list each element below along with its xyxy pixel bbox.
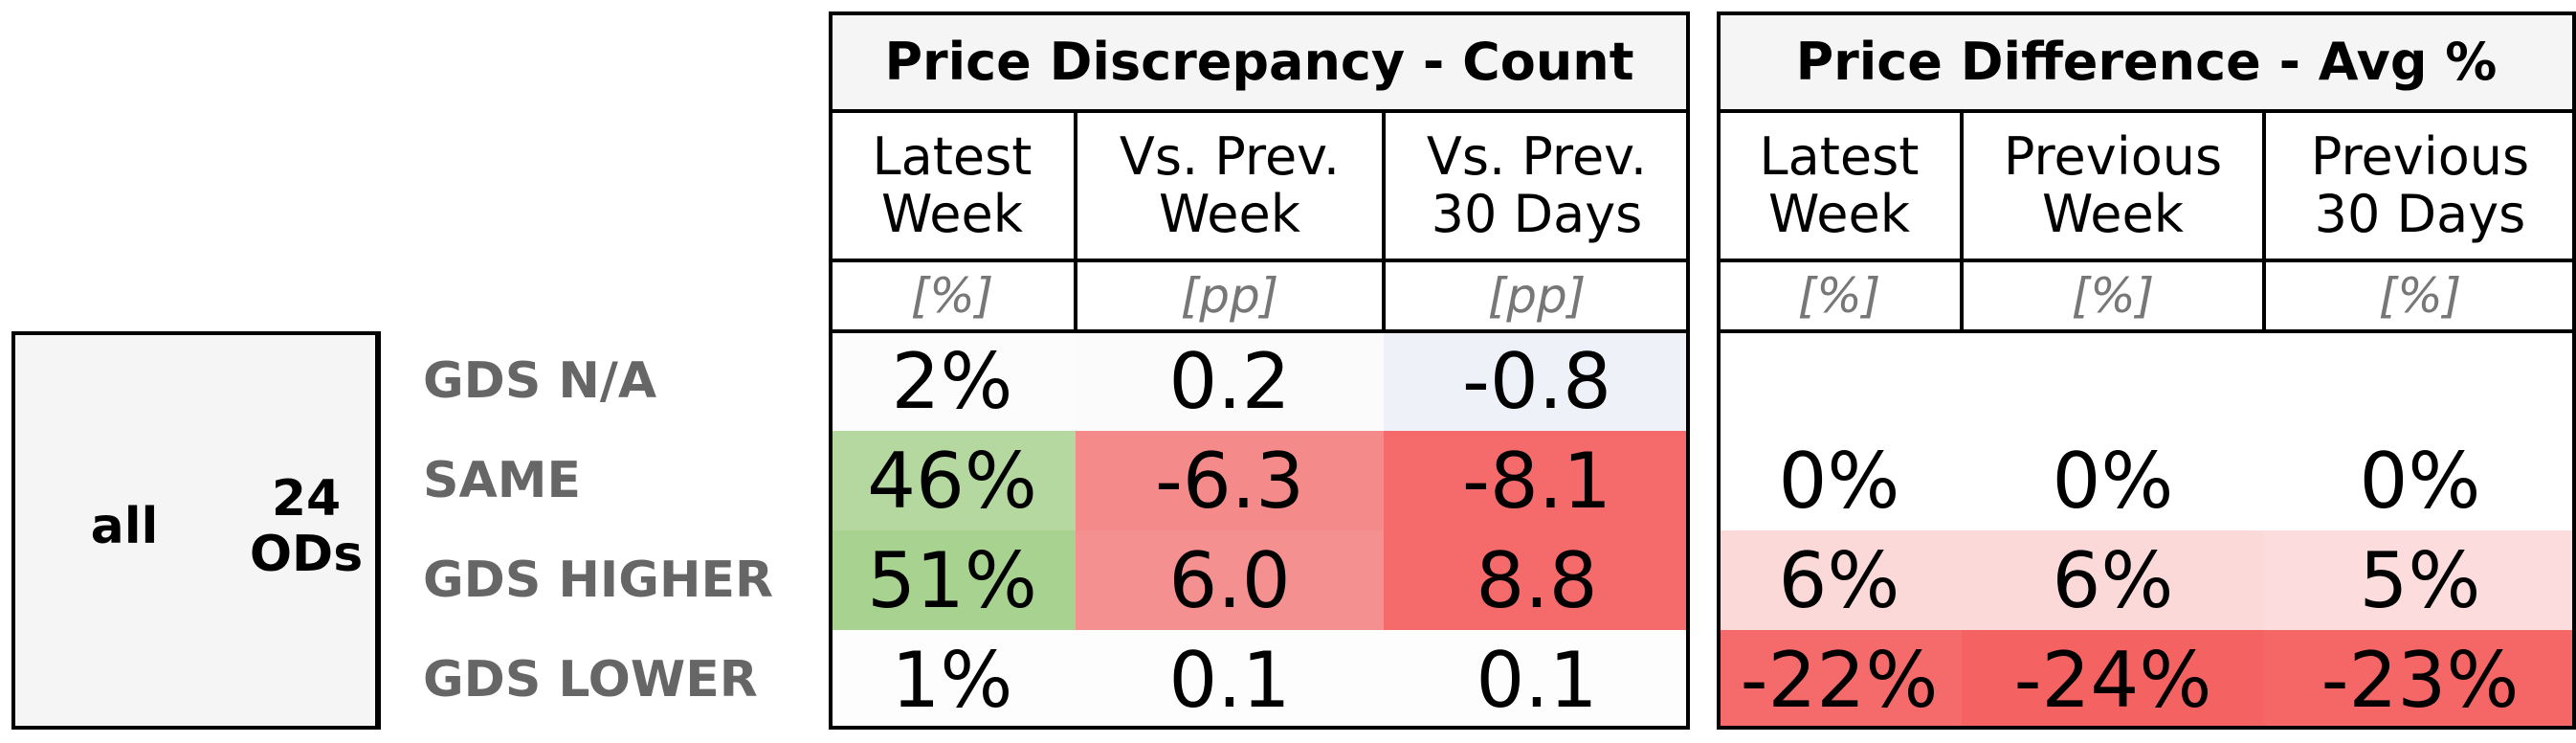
column-unit: [%]: [910, 268, 994, 324]
column-unit: [pp]: [1487, 268, 1587, 324]
data-cell: 8.8: [1384, 530, 1690, 630]
group-label: all: [90, 498, 159, 555]
data-cell: 0.2: [1076, 331, 1384, 431]
data-cell: -24%: [1962, 630, 2264, 730]
column-header: Previous Week: [2003, 126, 2223, 244]
border-line: [829, 11, 833, 730]
column-header: Vs. Prev. Week: [1119, 126, 1341, 244]
section-title: Price Difference - Avg %: [1717, 11, 2576, 111]
data-cell: 0.1: [1384, 630, 1690, 730]
data-cell: 6.0: [1076, 530, 1384, 630]
border-line: [1717, 329, 2576, 333]
border-line: [1382, 111, 1386, 331]
row-label: GDS N/A: [423, 352, 657, 410]
data-cell: -6.3: [1076, 431, 1384, 530]
data-cell: 1%: [829, 630, 1076, 730]
group-divider: [377, 331, 381, 730]
row-label: GDS HIGHER: [423, 552, 774, 609]
border-line: [1074, 111, 1077, 331]
subgroup-label: 24 ODs: [249, 470, 364, 583]
column-unit: [%]: [1797, 268, 1881, 324]
column-header: Vs. Prev. 30 Days: [1426, 126, 1648, 244]
border-line: [1686, 11, 1690, 730]
data-cell: 51%: [829, 530, 1076, 630]
border-line: [2262, 111, 2266, 331]
border-line: [1717, 726, 2576, 730]
row-label: GDS LOWER: [423, 651, 758, 709]
column-unit: [%]: [2071, 268, 2155, 324]
border-line: [1717, 11, 2576, 15]
data-cell: 2%: [829, 331, 1076, 431]
data-cell: 6%: [1717, 530, 1962, 630]
row-label: SAME: [423, 452, 581, 509]
border-line: [829, 109, 1690, 113]
data-cell: [2264, 331, 2576, 431]
column-unit: [%]: [2378, 268, 2462, 324]
data-cell: -22%: [1717, 630, 1962, 730]
border-line: [829, 11, 1690, 15]
border-line: [1960, 111, 1964, 331]
column-header: Previous 30 Days: [2310, 126, 2530, 244]
data-cell: 46%: [829, 431, 1076, 530]
border-line: [829, 329, 1690, 333]
group-block: [11, 331, 379, 730]
data-cell: [1962, 331, 2264, 431]
data-cell: 6%: [1962, 530, 2264, 630]
data-cell: -8.1: [1384, 431, 1690, 530]
data-cell: [1717, 331, 1962, 431]
border-line: [1717, 109, 2576, 113]
border-line: [829, 259, 1690, 262]
column-header: Latest Week: [1759, 126, 1920, 244]
border-line: [829, 726, 1690, 730]
data-cell: -0.8: [1384, 331, 1690, 431]
data-cell: 0.1: [1076, 630, 1384, 730]
border-line: [1717, 11, 1721, 730]
data-cell: 0%: [2264, 431, 2576, 530]
section-title: Price Discrepancy - Count: [829, 11, 1690, 111]
column-unit: [pp]: [1180, 268, 1279, 324]
data-cell: -23%: [2264, 630, 2576, 730]
data-cell: 0%: [1962, 431, 2264, 530]
data-cell: 0%: [1717, 431, 1962, 530]
column-header: Latest Week: [872, 126, 1033, 244]
border-line: [2572, 11, 2576, 730]
border-line: [1717, 259, 2576, 262]
data-cell: 5%: [2264, 530, 2576, 630]
